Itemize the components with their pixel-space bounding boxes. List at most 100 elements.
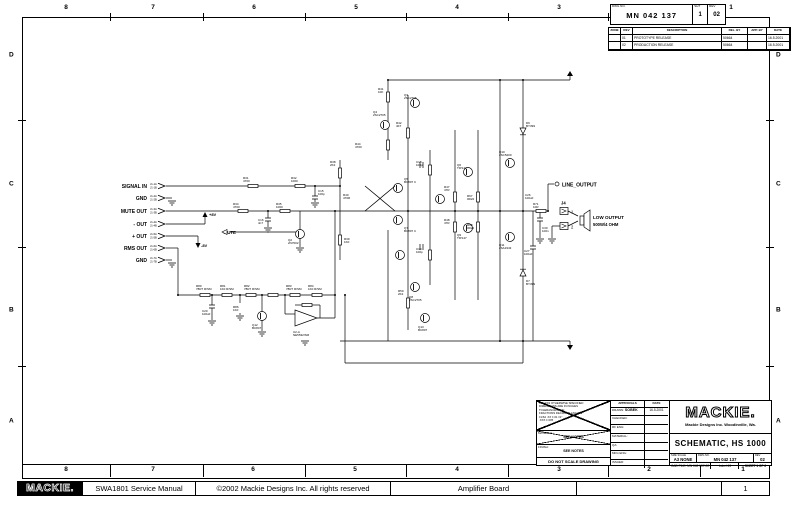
resistor-icon	[338, 167, 342, 179]
component-symbols-group	[168, 79, 556, 346]
transistor-icon	[505, 158, 515, 168]
transistor-icon	[505, 232, 515, 242]
component-label: Q2 2N7002	[288, 238, 299, 245]
connector-ref-label: J1-3A	[150, 207, 157, 211]
component-label: Q13 BC807	[418, 325, 428, 332]
component-label: R82 78R7 R/SM	[244, 284, 260, 291]
ground-icon	[536, 238, 544, 244]
mackie-logo-cell: MACKIE. Mackie Designs Inc. Woodinville,…	[670, 404, 771, 434]
component-label: R44 4700	[355, 142, 362, 149]
title-block-main-column: MACKIE. Mackie Designs Inc. Woodinville,…	[670, 401, 771, 469]
wires-group	[166, 75, 579, 364]
zone-letter: A	[9, 417, 14, 425]
junction-dot	[499, 210, 501, 212]
component-label: C27 100uF	[524, 249, 533, 256]
resistor-icon	[245, 293, 257, 297]
zone-number: 7	[151, 466, 155, 473]
approval-row-label: DRAWN: SOBEK	[611, 407, 645, 417]
footer-manual-cell: SWA1801 Service Manual	[82, 481, 196, 496]
zone-letter: C	[776, 180, 781, 188]
rev-header-zone: ZONE	[609, 28, 621, 35]
input-signal-label: - OUT	[133, 222, 147, 228]
wire	[419, 162, 424, 168]
top-dwg-number-block: DWG NO. MN 042 137 SHT 1 REV 02	[610, 4, 726, 25]
connector-ref-label: J1-5B	[150, 236, 157, 240]
zone-letter: B	[776, 306, 781, 314]
resistor-icon	[311, 293, 323, 297]
resistor-icon	[386, 91, 390, 103]
resistor-icon	[267, 293, 279, 297]
component-label: C20 100uF	[202, 309, 211, 316]
component-label: R86 1K0	[233, 305, 239, 312]
component-labels-group: R31 4700 R32 1000 C15 100p R34 4700 R35 1000 C16 4n…	[196, 87, 549, 337]
rev-cell: REV 02	[708, 4, 725, 24]
ground-icon	[258, 331, 266, 337]
transistor-icon	[380, 120, 390, 130]
j4-pin2-number: 2	[571, 225, 574, 230]
connector-chevron-icon	[157, 232, 167, 240]
finish-label: FINISH:	[538, 445, 549, 449]
zone-letter: D	[776, 51, 781, 59]
component-label: R80 78R7 R/SM	[196, 284, 212, 291]
wire	[530, 245, 536, 250]
resistor-icon	[428, 164, 432, 176]
junction-dot	[314, 185, 316, 187]
zone-number: 6	[252, 4, 256, 11]
junction-dot	[522, 79, 524, 81]
connector-ref-label: J1-2B	[150, 198, 157, 202]
approval-row-date	[645, 425, 668, 434]
connector-ref-label: J1-1B	[150, 186, 157, 190]
bottom-zone-band	[22, 464, 768, 478]
junction-dot	[477, 210, 479, 212]
resistor-icon	[221, 293, 233, 297]
mackie-logo: MACKIE.	[685, 404, 756, 422]
zone-tick	[766, 247, 774, 248]
connector-ref-label: J1-7B	[150, 260, 157, 264]
wire	[419, 244, 424, 250]
input-signal-label: MUTE OUT	[121, 209, 147, 215]
junction-dot	[547, 210, 549, 212]
zone-tick	[608, 464, 609, 477]
sheet-cell: SHT 1	[693, 4, 709, 24]
size-scale-cell: SIZE SCALE A3 NONE	[670, 454, 697, 462]
zone-number: 1	[729, 4, 733, 11]
component-label: Q4 2SC2705	[373, 110, 386, 117]
approval-row-label: ISSUED:	[611, 460, 645, 469]
size-dwg-rev-row: SIZE SCALE A3 NONE DWG NO. MN 042 137 RE…	[670, 454, 771, 463]
material-cell: MATERIAL: SEE NOTES	[537, 431, 610, 445]
footer-page-cell: 1	[721, 481, 770, 496]
component-label: Q3 2SC2705	[404, 93, 417, 100]
junction-dot	[239, 294, 241, 296]
resistor-icon	[289, 293, 301, 297]
transistor-icon	[395, 250, 405, 260]
mackie-tagline: Mackie Designs Inc. Woodinville, Wa.	[685, 422, 756, 427]
voltage-label: -8V	[201, 243, 208, 248]
component-label: R47 47R	[444, 185, 450, 192]
low-output-label: LOW OUTPUT	[593, 215, 624, 220]
component-label: R50 2K2	[398, 289, 404, 296]
resistor-icon	[476, 191, 480, 203]
zone-tick	[508, 13, 509, 21]
j4-ref-label: J4	[561, 201, 566, 206]
component-label: Q5 BC807 C	[404, 177, 417, 184]
rev-row-cell	[609, 34, 621, 42]
junction-dot	[261, 294, 263, 296]
rev-header: REV	[709, 4, 716, 8]
zone-letter: B	[9, 306, 14, 314]
zone-number: 5	[354, 4, 358, 11]
junction-dot	[499, 79, 501, 81]
label-no-cell: Label 63	[711, 463, 739, 469]
connector-ref-label: J1-1A	[150, 182, 157, 186]
resistor-icon	[338, 234, 342, 246]
wire	[567, 220, 579, 227]
component-label: R68 0R22	[467, 223, 475, 230]
component-label: Q8 2SC2705	[409, 295, 422, 302]
component-label: Q7 BC807 C	[404, 226, 417, 233]
footer-board-cell: Amplifier Board	[390, 481, 577, 496]
zone-number: 4	[455, 466, 459, 473]
resistor-icon	[294, 184, 306, 188]
zone-number: 3	[557, 466, 561, 473]
supply-arrow-icons	[195, 71, 573, 350]
zone-number: 6	[251, 466, 255, 473]
